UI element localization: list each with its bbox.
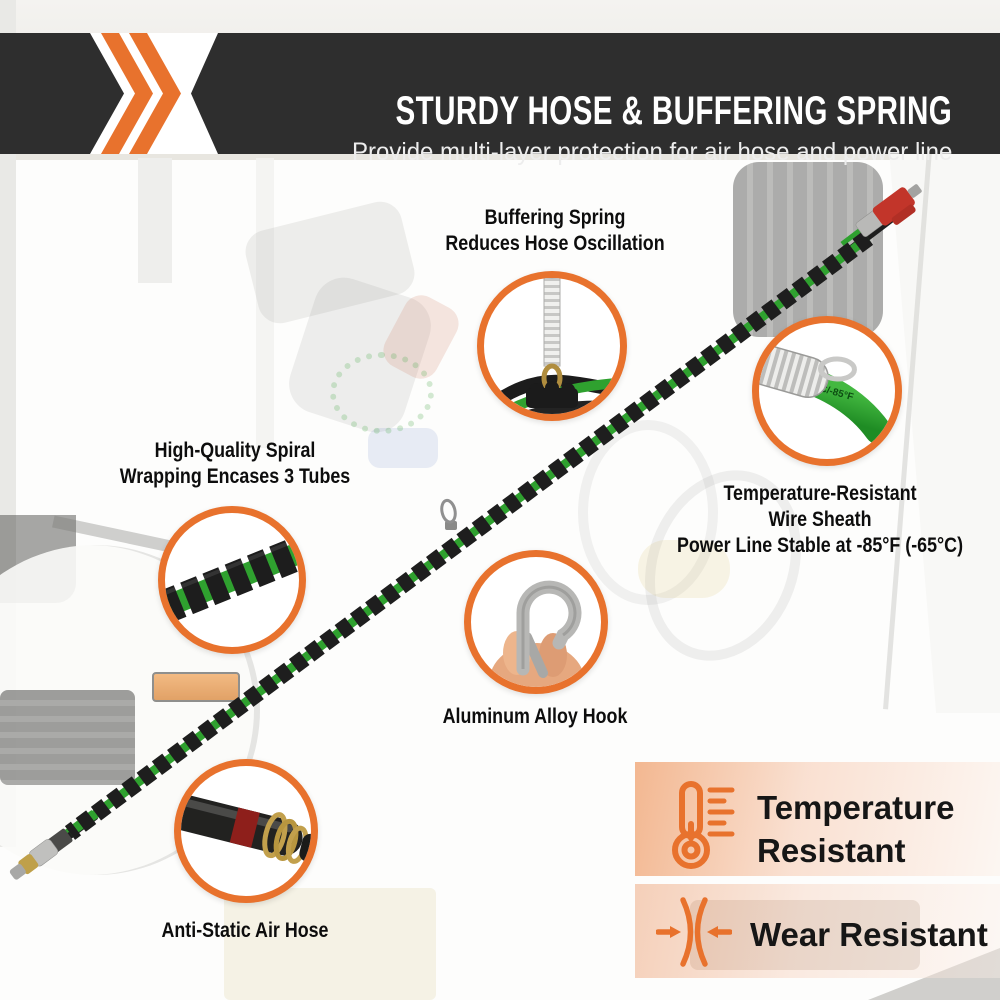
callout-circle-spiral-wrapping: [158, 506, 306, 654]
wire-sheath-photo: -65°C/-85°F: [759, 339, 892, 445]
background-pole: [256, 158, 274, 448]
compress-arrows-icon: [655, 896, 733, 973]
callout-circle-alloy-hook: [464, 550, 608, 694]
background-marker-light: [152, 672, 240, 702]
background-pallet: [224, 888, 436, 1000]
gladhand-fitting: [855, 184, 922, 237]
label-buffering-spring: Buffering Spring Reduces Hose Oscillatio…: [445, 206, 665, 255]
background-coupler: [377, 288, 465, 386]
callout-circle-wire-sheath: -65°C/-85°F: [752, 316, 902, 466]
alloy-hook-photo: [489, 580, 585, 687]
background-pole: [138, 158, 172, 283]
feature-label-wear: Wear Resistant: [750, 916, 988, 953]
double-chevron-icon: [90, 33, 218, 154]
spiral-wrapping-photo: [165, 527, 299, 633]
callout-circle-air-hose: [174, 759, 318, 903]
background-truck-mirror: [52, 515, 172, 553]
page-subtitle: Provide multi-layer protection for air h…: [351, 138, 952, 166]
background-coiled-hose: [330, 352, 434, 434]
hanging-hook: [440, 498, 457, 530]
label-wire-sheath: Temperature-Resistant Wire Sheath Power …: [676, 482, 964, 557]
background-machinery: [281, 269, 439, 441]
buffering-spring-photo: [484, 278, 620, 414]
background-truck-tire: [733, 162, 883, 337]
thermometer-icon: [668, 780, 746, 877]
callout-circle-buffering-spring: [477, 271, 627, 421]
background-truck-grille: [0, 690, 135, 785]
feature-label-temperature: Temperature Resistant: [757, 789, 955, 869]
background-machinery: [240, 197, 420, 328]
background-truck-window: [0, 515, 76, 603]
label-air-hose: Anti-Static Air Hose: [161, 919, 329, 942]
label-alloy-hook: Aluminum Alloy Hook: [442, 705, 628, 728]
air-hose-photo: [181, 790, 311, 865]
label-spiral-wrapping: High-Quality Spiral Wrapping Encases 3 T…: [119, 439, 351, 488]
header-banner: STURDY HOSE & BUFFERING SPRING Provide m…: [0, 33, 1000, 166]
page-title: STURDY HOSE & BUFFERING SPRING: [395, 89, 952, 133]
hose-end-fitting: [9, 828, 73, 880]
